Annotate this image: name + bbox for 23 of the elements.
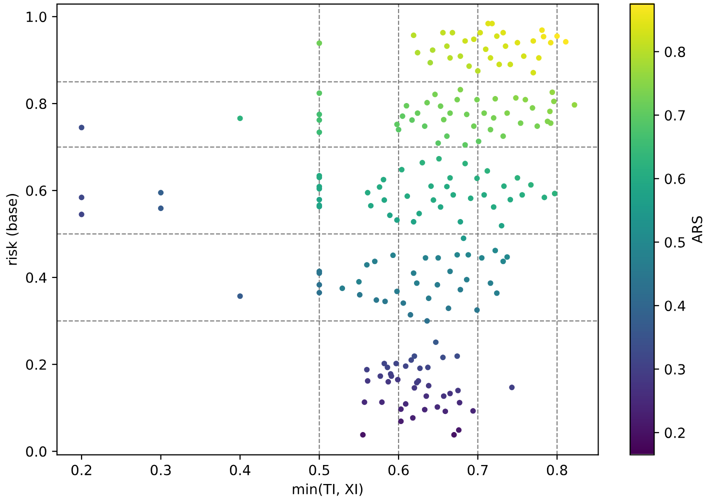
y-tick-label: 0.4 <box>26 272 46 283</box>
x-axis-title: min(TI, XI) <box>292 484 362 496</box>
color-bar-label: 0.3 <box>664 364 685 375</box>
x-tick-label: 0.6 <box>388 464 409 476</box>
color-bar-label: 0.5 <box>664 237 685 248</box>
color-bar-label: 0.4 <box>664 300 686 312</box>
color-bar-label: 0.2 <box>664 428 685 438</box>
x-tick-label: 0.5 <box>309 464 330 476</box>
x-tick-label: 0.2 <box>71 464 92 476</box>
y-axis-title: risk (base) <box>6 194 19 265</box>
y-tick-label: 0.0 <box>26 446 46 457</box>
y-tick-label: 0.2 <box>26 359 46 370</box>
x-tick-label: 0.8 <box>546 464 568 476</box>
y-tick-label: 1.0 <box>26 12 46 22</box>
color-bar-label: 0.6 <box>664 174 686 184</box>
x-tick-label: 0.7 <box>468 464 488 476</box>
color-bar-label: 0.7 <box>664 110 685 121</box>
color-bar-label: 0.8 <box>664 46 686 58</box>
x-tick-label: 0.4 <box>230 464 250 476</box>
x-tick-label: 0.3 <box>150 464 171 476</box>
y-tick-label: 0.6 <box>26 185 46 196</box>
y-tick-label: 0.8 <box>26 98 46 110</box>
color-bar-title: ARS <box>692 216 702 244</box>
